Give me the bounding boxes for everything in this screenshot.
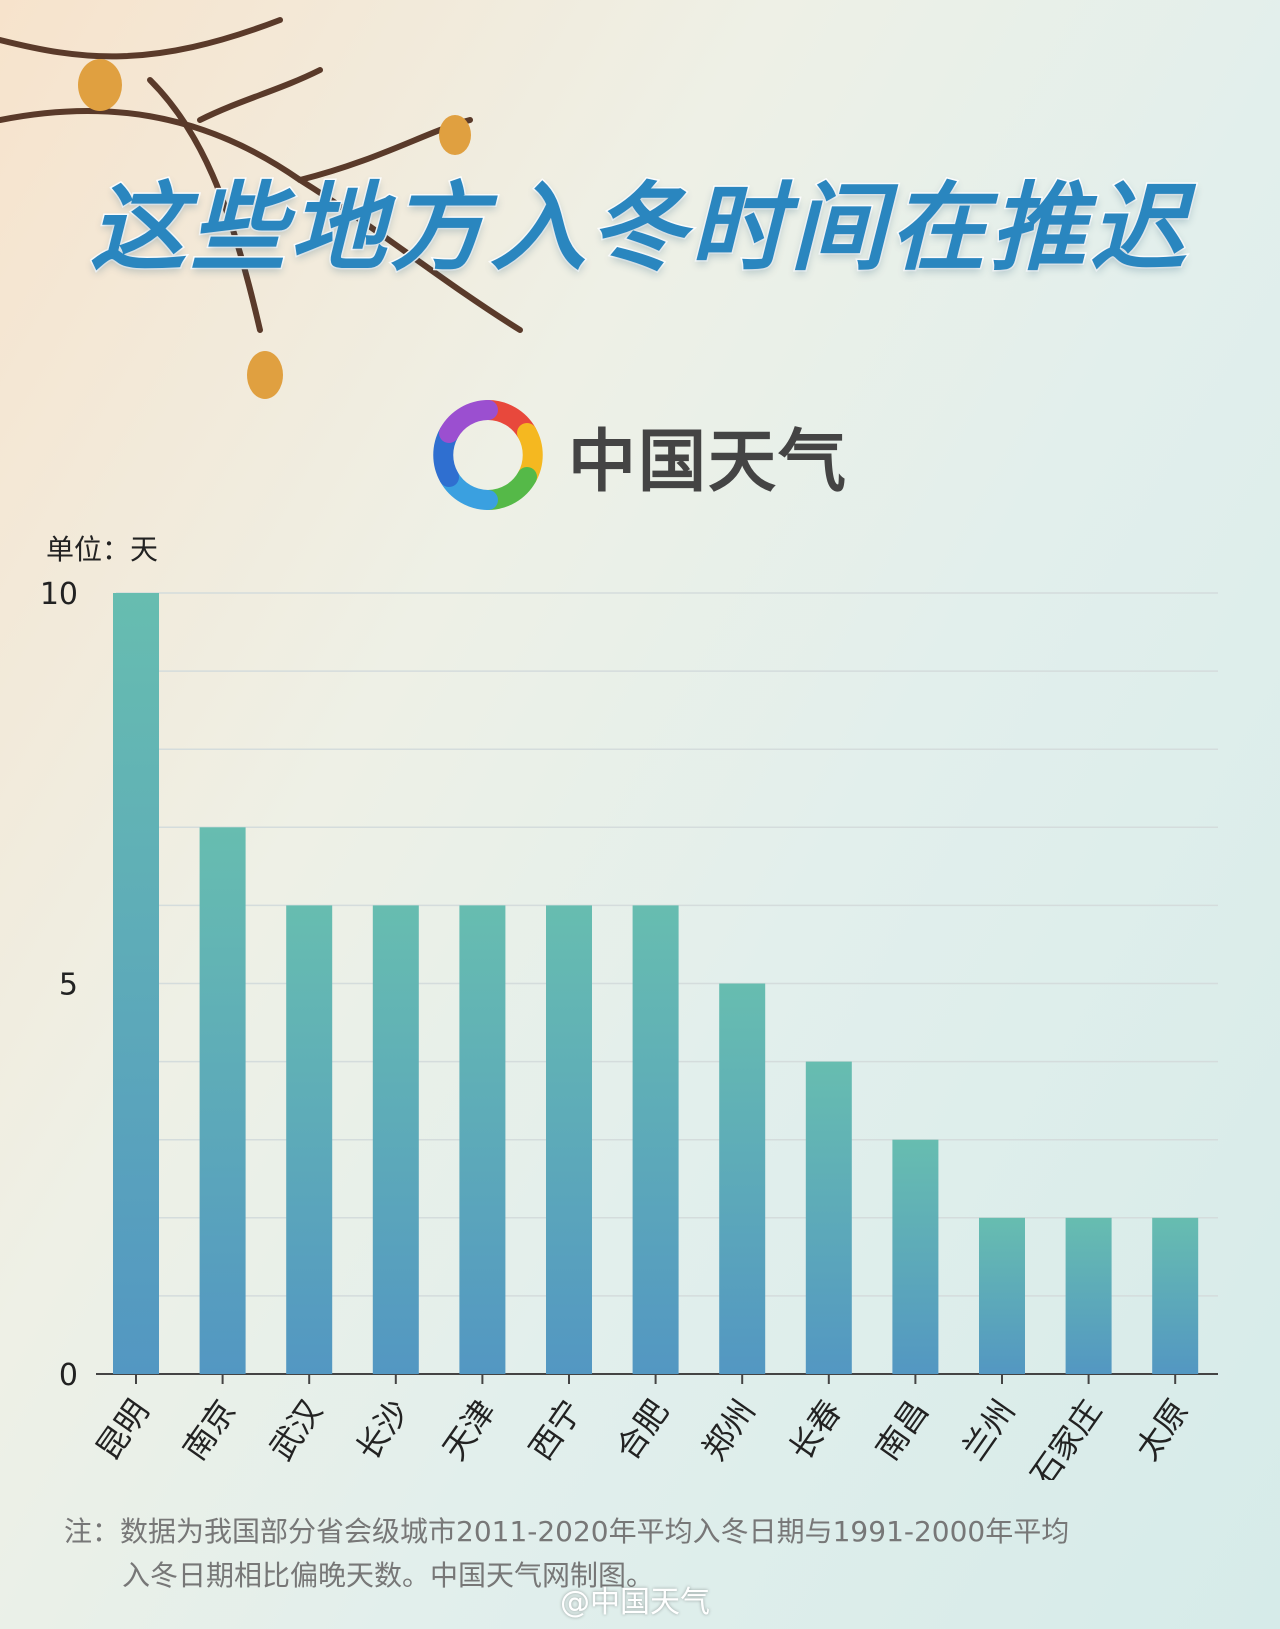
bar-长沙 (372, 905, 419, 1374)
bar-兰州 (979, 1217, 1025, 1374)
x-tick-label: 郑州 (695, 1393, 763, 1467)
y-axis-label: 单位：天 (46, 533, 159, 566)
bar-西宁 (546, 905, 592, 1374)
x-tick-label: 长春 (782, 1393, 850, 1467)
x-tick-label: 兰州 (955, 1393, 1023, 1467)
page-title: 这些地方入冬时间在推迟 (89, 170, 1190, 286)
x-tick-label: 天津 (435, 1393, 503, 1467)
bar-长春 (805, 1061, 852, 1374)
bar-chart: 0 5 10 昆明 南京 武汉 长沙 天津 西宁 合肥 郑州 长春 南昌 兰州 石家庄 太原 (40, 577, 1218, 1480)
decorative-branch (0, 17, 523, 399)
bar-昆明 (113, 593, 159, 1374)
bar-武汉 (286, 905, 333, 1374)
x-tick-label: 太原 (1128, 1393, 1196, 1467)
footnote: 注：数据为我国部分省会级城市2011-2020年平均入冬日期与1991-2000… (64, 1510, 1234, 1598)
x-tick-label: 武汉 (262, 1393, 330, 1467)
x-tick-label: 长沙 (349, 1393, 417, 1467)
x-tick-label: 合肥 (608, 1393, 676, 1467)
bar-太原 (1152, 1217, 1199, 1374)
x-tick-label: 石家庄 (1023, 1393, 1109, 1480)
bar-石家庄 (1065, 1217, 1112, 1374)
weibo-credit: @中国天气 (560, 1585, 710, 1620)
bar-郑州 (719, 983, 766, 1374)
y-tick-label: 0 (59, 1358, 78, 1393)
bar-南京 (199, 827, 246, 1374)
footnote-line-2: 入冬日期相比偏晚天数。中国天气网制图。 (122, 1559, 655, 1592)
footnote-line-1: 注：数据为我国部分省会级城市2011-2020年平均入冬日期与1991-2000… (64, 1515, 1070, 1548)
china-weather-swirl-icon (433, 400, 543, 510)
bar-合肥 (632, 905, 679, 1374)
y-tick-label: 5 (59, 968, 78, 1003)
x-tick-label: 昆明 (89, 1393, 157, 1467)
bar-天津 (459, 905, 506, 1374)
x-tick-label: 西宁 (522, 1393, 590, 1467)
logo-text: 中国天气 (568, 422, 849, 502)
x-tick-label: 南昌 (868, 1393, 936, 1467)
bar-南昌 (892, 1139, 939, 1374)
brand-logo: 中国天气 (428, 395, 848, 515)
y-tick-label: 10 (40, 577, 78, 612)
x-tick-label: 南京 (175, 1393, 243, 1467)
